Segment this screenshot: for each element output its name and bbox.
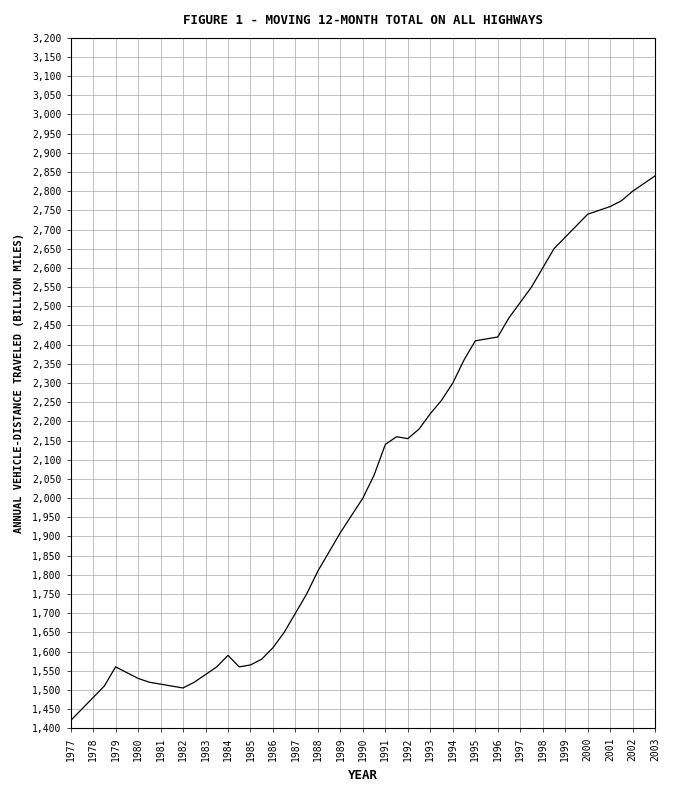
X-axis label: YEAR: YEAR (348, 769, 378, 782)
Y-axis label: ANNUAL VEHICLE-DISTANCE TRAVELED (BILLION MILES): ANNUAL VEHICLE-DISTANCE TRAVELED (BILLIO… (14, 233, 24, 533)
Title: FIGURE 1 - MOVING 12-MONTH TOTAL ON ALL HIGHWAYS: FIGURE 1 - MOVING 12-MONTH TOTAL ON ALL … (183, 14, 543, 27)
